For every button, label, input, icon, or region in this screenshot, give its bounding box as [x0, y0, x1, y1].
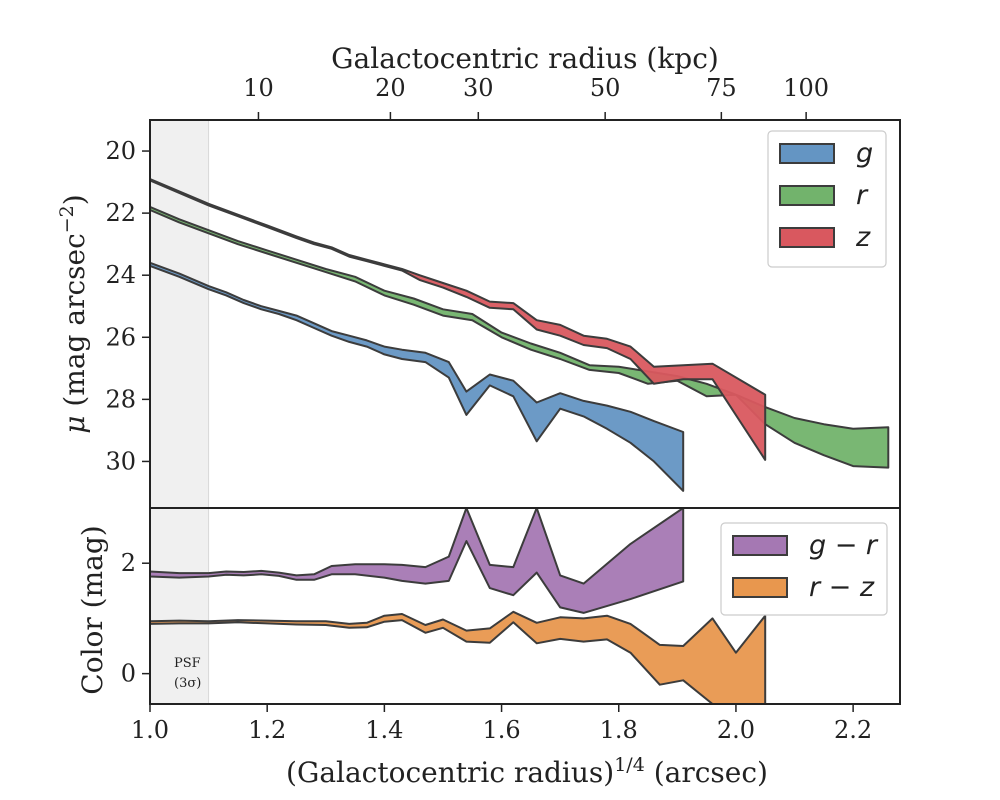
- color-series: [149, 507, 767, 705]
- legend-item-swatch: [779, 185, 835, 206]
- y-tick-label: 26: [105, 323, 136, 351]
- band-r: [149, 205, 890, 469]
- y-tick-label: 0: [121, 660, 136, 688]
- kpc-tick-label: 30: [463, 74, 494, 102]
- surface-brightness-series: [149, 178, 890, 492]
- color-legend-item-label: g − r: [809, 530, 879, 561]
- kpc-tick-label: 100: [783, 74, 829, 102]
- kpc-tick-label: 20: [375, 74, 406, 102]
- x-tick-label: 1.0: [131, 716, 169, 744]
- kpc-tick-label: 50: [590, 74, 621, 102]
- psf-annotation-line2: (3σ): [174, 676, 201, 691]
- surface-brightness-panel: 20 22 24 26 28 30 10 20 30 50 75 100 Galactocentri…: [56, 42, 901, 509]
- x-tick-label: 2.0: [717, 716, 755, 744]
- legend-item-label: z: [855, 222, 871, 253]
- band-color-1: [149, 610, 767, 705]
- psf-annotation-line1: PSF: [174, 656, 201, 671]
- x-tick-label: 1.4: [365, 716, 403, 744]
- band-color-0: [149, 507, 685, 614]
- bottom-y-ticks: 02: [121, 549, 150, 688]
- y-tick-label: 24: [105, 261, 136, 289]
- color-legend-item-swatch: [732, 535, 788, 556]
- x-tick-label: 2.2: [834, 716, 872, 744]
- color-legend-item-swatch: [732, 577, 788, 598]
- legend-item-swatch: [779, 143, 835, 164]
- psf-shaded-region-top: [149, 119, 210, 509]
- psf-shaded-region-bottom: [149, 507, 210, 705]
- x-tick-label: 1.6: [482, 716, 520, 744]
- bottom-panel-frame: [149, 507, 901, 705]
- top-legend: grz: [767, 130, 887, 268]
- legend-item-swatch: [779, 227, 835, 248]
- x-tick-label: 1.8: [600, 716, 638, 744]
- legend-item-label: g: [856, 138, 873, 169]
- y-tick-label: 30: [105, 447, 136, 475]
- x-tick-label: 1.2: [248, 716, 286, 744]
- bottom-legend: g − r r − z: [720, 522, 888, 616]
- bottom-x-ticks: 1.0 1.2 1.4 1.6 1.8 2.0 2.2: [131, 704, 872, 744]
- kpc-top-ticks: 10 20 30 50 75 100: [243, 74, 829, 120]
- top-y-axis-label: μ (mag arcsec−2): [56, 194, 91, 433]
- color-legend-item-label: r − z: [809, 572, 875, 603]
- y-tick-label: 2: [121, 549, 136, 577]
- legend-item-label: r: [856, 180, 869, 211]
- y-tick-label: 22: [105, 199, 136, 227]
- top-axis-title: Galactocentric radius (kpc): [331, 42, 719, 75]
- band-g: [149, 261, 685, 492]
- band-z: [149, 178, 767, 461]
- top-y-ticks: 20 22 24 26 28 30: [105, 137, 150, 475]
- kpc-tick-label: 75: [706, 74, 737, 102]
- y-tick-label: 20: [105, 137, 136, 165]
- y-tick-label: 28: [105, 385, 136, 413]
- bottom-x-axis-label: (Galactocentric radius)1/4 (arcsec): [286, 754, 768, 789]
- color-panel: 02 1.0 1.2 1.4 1.6 1.8 2.0 2.2 (Galactocentric…: [76, 507, 901, 789]
- kpc-tick-label: 10: [243, 74, 274, 102]
- bottom-y-axis-label: Color (mag): [76, 525, 109, 694]
